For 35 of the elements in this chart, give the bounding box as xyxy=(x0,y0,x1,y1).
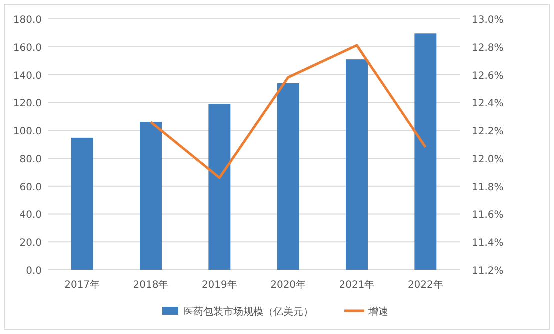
y-tick-label: 140.0 xyxy=(13,70,42,82)
y-tick-label: 100.0 xyxy=(13,126,42,138)
y-tick-label: 120.0 xyxy=(13,98,42,110)
y2-tick-label: 11.6% xyxy=(472,210,504,222)
y-tick-label: 40.0 xyxy=(20,210,42,222)
bar xyxy=(208,104,231,270)
x-tick-label: 2021年 xyxy=(339,279,375,291)
bar xyxy=(277,83,300,270)
x-tick-label: 2020年 xyxy=(270,279,306,291)
y2-tick-label: 11.2% xyxy=(472,266,504,277)
x-tick-label: 2018年 xyxy=(133,279,169,291)
legend-label: 增速 xyxy=(368,306,388,318)
y2-tick-label: 11.8% xyxy=(472,182,504,194)
y2-tick-label: 13.0% xyxy=(472,15,504,26)
y2-tick-label: 12.8% xyxy=(472,42,504,54)
y-tick-label: 60.0 xyxy=(20,182,42,194)
y-tick-label: 20.0 xyxy=(20,238,42,250)
bar xyxy=(140,122,162,270)
y-tick-label: 0.0 xyxy=(26,266,42,277)
y-tick-label: 180.0 xyxy=(13,15,42,26)
y-tick-label: 80.0 xyxy=(20,154,42,166)
y2-tick-label: 12.6% xyxy=(472,70,504,82)
line-series xyxy=(150,44,427,180)
y2-tick-label: 12.2% xyxy=(472,126,504,138)
y2-tick-label: 11.4% xyxy=(472,238,504,250)
bar xyxy=(71,138,94,270)
x-tick-label: 2022年 xyxy=(408,279,444,291)
y-tick-label: 160.0 xyxy=(13,42,42,54)
bar xyxy=(346,60,368,270)
y2-tick-label: 12.0% xyxy=(472,154,504,166)
legend-label: 医药包装市场规模（亿美元） xyxy=(184,306,314,318)
x-tick-label: 2019年 xyxy=(202,279,238,291)
bar xyxy=(414,34,437,270)
y2-tick-label: 12.4% xyxy=(472,98,504,110)
x-tick-label: 2017年 xyxy=(64,279,100,291)
